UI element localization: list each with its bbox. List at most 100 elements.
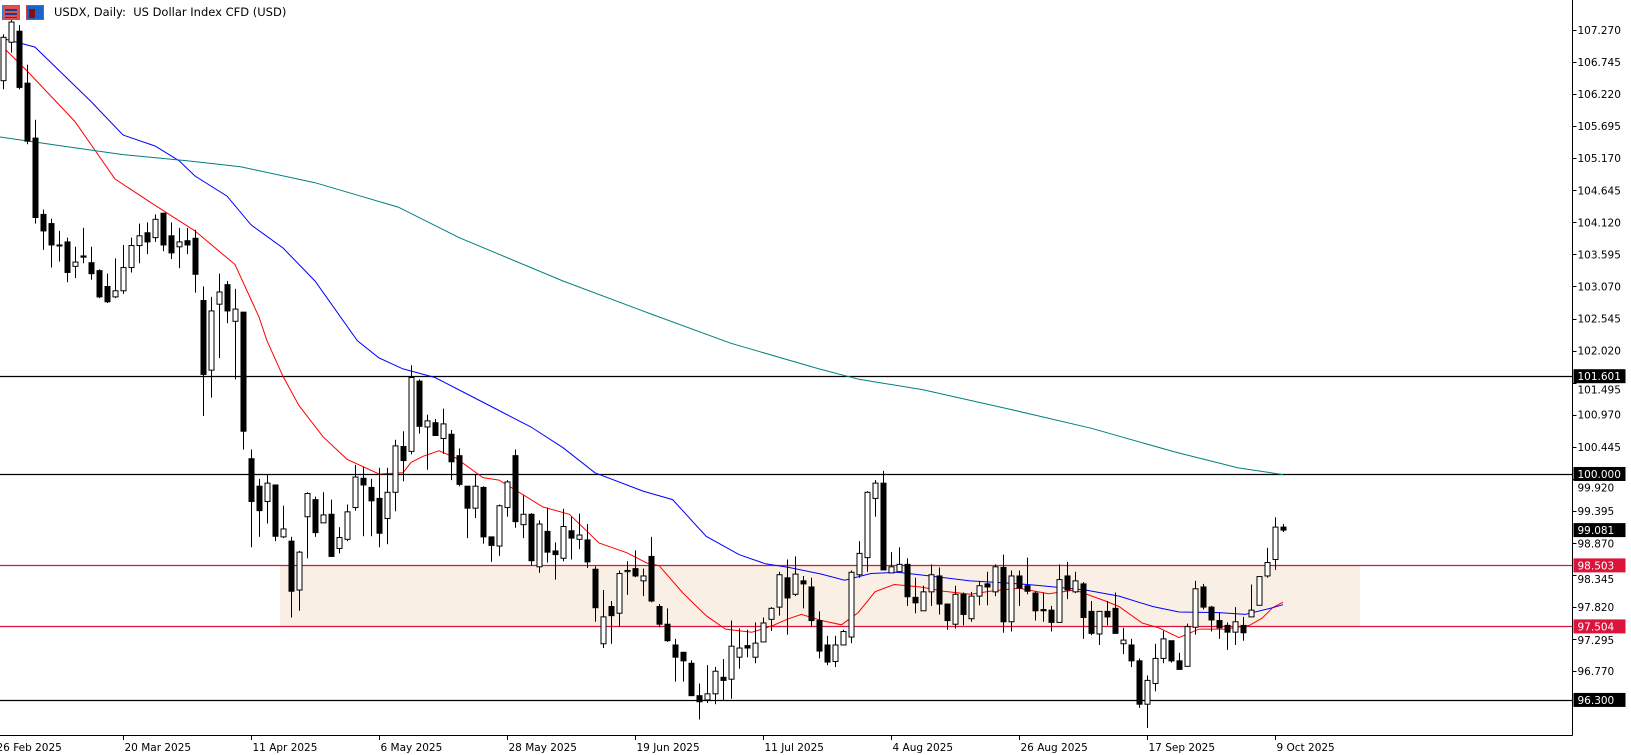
candle [632,550,639,578]
candle-body-bullish [1264,562,1271,577]
candle [152,214,159,242]
candle [224,280,231,324]
level-price-tag: 101.601 [1578,371,1621,383]
candle-body-bearish [552,550,559,556]
level-price-tag: 98.503 [1578,560,1615,572]
candle [16,25,23,90]
candle [344,504,351,542]
plot-area[interactable] [0,0,1572,735]
price-tick-label: 98.870 [1578,539,1615,551]
candle [424,414,431,470]
candle-body-bullish [1192,588,1199,628]
candle-body-bullish [72,261,79,267]
candle [768,607,775,631]
candle-body-bearish [80,255,87,258]
price-tick-label: 99.395 [1578,506,1615,518]
candle [432,419,439,437]
candle-body-bearish [272,484,279,537]
candle-body-bullish [264,482,271,502]
candle [776,571,783,616]
candle-body-bearish [1048,609,1055,623]
candle [760,617,767,643]
candle [848,570,855,644]
price-axis[interactable]: 107.270 106.745 106.220 105.695 105.170 104.6… [1572,25,1621,678]
candle [528,513,535,566]
candle [704,665,711,703]
candle [1024,557,1031,595]
candle [592,566,599,622]
candle [888,552,895,574]
candle-body-bearish [416,380,423,427]
candle-body-bullish [1072,580,1079,593]
candle [120,244,127,294]
candle-body-bullish [920,591,927,612]
candle-body-bearish [40,213,47,232]
candle [288,536,295,618]
candle-body-bearish [672,644,679,658]
candle-body-bullish [952,593,959,625]
price-tick-label: 105.695 [1578,121,1621,133]
level-price-tag-bg [1573,692,1626,707]
candle-body-bullish [840,631,847,646]
candle-body-bullish [1184,626,1191,667]
candle-body-bearish [104,285,111,303]
candle [1136,658,1143,708]
candle-body-bearish [24,82,31,142]
price-tick-label: 100.445 [1578,442,1621,454]
candle [696,683,703,720]
candle [1232,607,1239,645]
candle-body-bearish [1224,624,1231,633]
candle [1184,623,1191,667]
candle-body-bullish [232,308,239,322]
candle-body-bearish [1128,644,1135,662]
level-price-tag: 100.000 [1578,469,1621,481]
candle-body-bullish [600,616,607,645]
candle [320,492,327,524]
candle-body-bullish [560,525,567,559]
candle [440,408,447,454]
candle [552,542,559,580]
candle-body-bearish [1104,610,1111,618]
candle [208,296,215,398]
candle-body-bullish [392,445,399,493]
candle-body-bearish [1040,609,1047,612]
candle [1192,580,1199,635]
trade-panel-icon[interactable] [2,4,20,20]
candle-body-bullish [408,376,415,452]
candle-body-bearish [1000,566,1007,623]
candle [808,577,815,627]
candle-body-bullish [336,536,343,549]
chart-settings-icon[interactable] [26,4,44,20]
candle [576,513,583,550]
candle [352,464,359,511]
candle [752,622,759,664]
candle-body-bullish [832,644,839,662]
time-axis[interactable]: 26 Feb 2025 20 Mar 2025 11 Apr 2025 6 May 2… [0,735,1335,754]
price-tick-label: 106.745 [1578,57,1621,69]
candle [872,480,879,517]
candle-body-bullish [640,575,647,582]
candle-body-bullish [888,566,895,574]
candle [136,223,143,264]
candle-body-bullish [280,528,287,538]
candle-body-bullish [728,645,735,680]
candle-body-bearish [464,485,471,509]
candle [672,638,679,682]
candle-body-bullish [344,511,351,540]
candle [936,567,943,615]
candle-body-bearish [64,241,71,273]
candle-body-bearish [1136,660,1143,705]
candle [1208,605,1215,632]
level-price-tag: 97.504 [1578,621,1615,633]
candle-body-bullish [1272,526,1279,560]
candle [712,666,719,705]
candle [272,484,279,542]
candle-body-bullish [384,491,391,520]
candle [1144,675,1151,729]
candle-body-bearish [744,645,751,649]
candle [864,491,871,572]
price-tick-label: 102.545 [1578,314,1621,326]
candle [720,659,727,700]
candle [880,470,887,571]
